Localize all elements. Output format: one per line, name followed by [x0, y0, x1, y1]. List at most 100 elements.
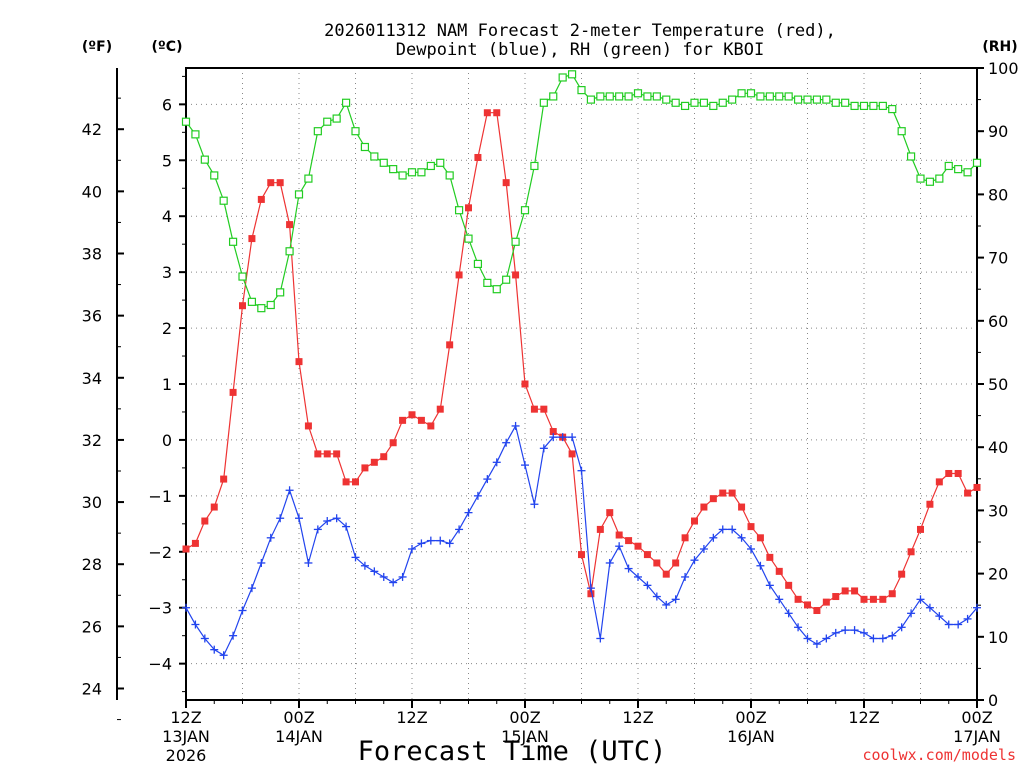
- rh-point: [219, 196, 228, 205]
- rh-point: [539, 98, 548, 107]
- rh-point: [238, 272, 247, 281]
- dewpoint-point: [690, 556, 699, 565]
- rh-tick-label: 70: [988, 249, 1008, 268]
- dewpoint-point: [436, 536, 445, 545]
- x-tick-label: 12Z: [622, 708, 653, 727]
- dewpoint-point: [935, 612, 944, 621]
- rh-point: [294, 190, 304, 199]
- temperature-point: [210, 503, 218, 511]
- dewpoint-point: [483, 475, 492, 484]
- temperature-point: [549, 428, 557, 436]
- rh-point: [784, 92, 793, 101]
- rh-tick-label: 60: [988, 312, 1008, 331]
- dewpoint-point: [455, 525, 464, 534]
- temperature-point: [389, 439, 397, 447]
- temperature-point: [653, 559, 661, 567]
- fahrenheit-tick-label: 38: [82, 244, 102, 263]
- dewpoint-point: [728, 525, 737, 534]
- celsius-tick-label: −4: [148, 655, 172, 674]
- celsius-tick-label: 1: [162, 375, 172, 394]
- temperature-point: [615, 531, 623, 539]
- temperature-point: [427, 422, 435, 430]
- dewpoint-point: [247, 584, 256, 593]
- dewpoint-point: [784, 609, 793, 618]
- temperature-point: [794, 595, 802, 603]
- rh-point: [699, 98, 709, 107]
- celsius-tick-label: −3: [148, 599, 172, 618]
- rh-point: [464, 234, 473, 243]
- temperature-point: [314, 450, 322, 458]
- temperature-point: [342, 478, 350, 486]
- rh-point: [445, 171, 454, 180]
- fahrenheit-tick-label: 40: [82, 182, 102, 201]
- temperature-point: [813, 607, 821, 615]
- rh-point: [276, 288, 285, 297]
- dewpoint-point: [313, 525, 322, 534]
- x-tick-date: 16JAN: [727, 727, 775, 746]
- rh-point: [304, 174, 313, 183]
- fahrenheit-unit-label: (ºF): [82, 39, 112, 55]
- dewpoint-point: [276, 514, 285, 523]
- temperature-point: [672, 559, 680, 567]
- rh-point: [831, 98, 840, 107]
- temperature-point: [681, 534, 689, 542]
- temperature-point: [917, 525, 924, 533]
- fahrenheit-tick-label: 42: [82, 120, 102, 139]
- rh-point: [285, 247, 294, 256]
- dewpoint-point: [370, 567, 379, 576]
- rh-point: [407, 168, 417, 177]
- rh-tick-label: 100: [988, 59, 1019, 78]
- temperature-point: [945, 469, 953, 477]
- dewpoint-point: [473, 491, 482, 500]
- temperature-point: [304, 422, 312, 430]
- series-layer: [181, 70, 982, 660]
- temperature-point: [295, 358, 303, 366]
- dewpoint-point: [963, 614, 972, 623]
- temperature-point: [323, 450, 331, 458]
- rh-point: [793, 95, 803, 104]
- dewpoint-point: [511, 421, 520, 430]
- dewpoint-point: [709, 533, 718, 542]
- temperature-point: [530, 405, 538, 413]
- rh-tick-label: 20: [988, 565, 1008, 584]
- rh-series: [181, 70, 982, 313]
- rh-point: [351, 127, 360, 136]
- dewpoint-point: [257, 558, 266, 567]
- rh-point: [473, 259, 483, 269]
- dewpoint-point: [304, 558, 313, 567]
- rh-point: [605, 92, 614, 101]
- temperature-point: [860, 595, 868, 603]
- rh-point: [624, 92, 633, 101]
- rh-point: [210, 171, 219, 180]
- temperature-point: [436, 405, 444, 413]
- temperature-point: [935, 478, 943, 486]
- rh-point: [718, 98, 727, 107]
- dewpoint-point: [643, 581, 652, 590]
- rh-tick-label: 30: [988, 501, 1008, 520]
- rh-point: [746, 89, 756, 98]
- rh-point: [888, 104, 897, 114]
- dewpoint-point: [408, 544, 416, 553]
- rh-point: [615, 92, 624, 101]
- celsius-tick-label: 2: [162, 319, 172, 338]
- rh-point: [483, 278, 492, 287]
- grid: [186, 68, 977, 700]
- temperature-point: [267, 179, 275, 187]
- temperature-point: [775, 567, 783, 575]
- dewpoint-point: [652, 592, 661, 601]
- dewpoint-point: [238, 606, 247, 615]
- dewpoint-point: [888, 631, 897, 640]
- rh-point: [841, 98, 850, 107]
- rh-point: [671, 98, 680, 107]
- x-tick-date: 14JAN: [275, 727, 323, 746]
- temperature-point: [709, 495, 717, 503]
- rh-point: [803, 95, 812, 104]
- temperature-point: [766, 553, 774, 561]
- celsius-tick-label: 6: [162, 95, 172, 114]
- fahrenheit-tick-label: 32: [82, 431, 102, 450]
- celsius-tick-label: 5: [162, 151, 172, 170]
- rh-point: [586, 95, 596, 104]
- x-axis-label: Forecast Time (UTC): [358, 736, 667, 767]
- dewpoint-point: [200, 634, 209, 643]
